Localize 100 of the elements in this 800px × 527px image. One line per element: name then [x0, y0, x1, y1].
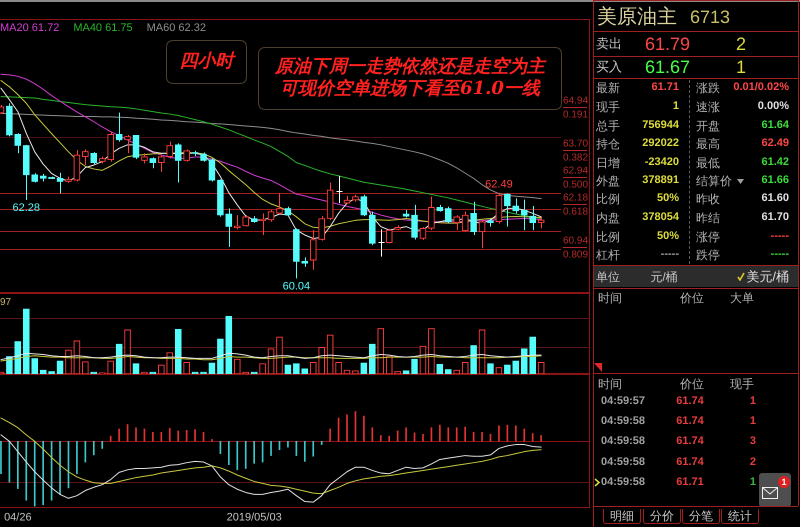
- text: 61.64: [761, 119, 789, 132]
- bar: [512, 360, 520, 374]
- text: 涨停: [696, 230, 720, 244]
- text: 最低: [696, 156, 720, 170]
- text: 杠杆: [596, 248, 620, 262]
- ref-line-label: 64.94: [563, 95, 588, 106]
- text: 持仓: [596, 137, 620, 151]
- text: 昨结: [696, 211, 720, 225]
- text: 3: [750, 435, 756, 448]
- text: 现手: [730, 377, 754, 391]
- text: 1: [750, 395, 756, 408]
- text: 61.67: [645, 56, 690, 78]
- text: MA20 61.72: [0, 22, 60, 34]
- x-tick-label: 04/26: [4, 512, 32, 524]
- text: 开盘: [696, 119, 720, 133]
- text: 日增: [596, 156, 620, 170]
- bar: [208, 362, 216, 374]
- text: 61.70: [761, 211, 789, 224]
- text: 买入: [596, 59, 622, 75]
- candlestick: [538, 216, 544, 229]
- text: 61.74: [676, 456, 704, 469]
- text: 378054: [642, 211, 679, 224]
- bar: [470, 345, 477, 374]
- candlestick: [150, 156, 156, 169]
- candlestick: [529, 205, 536, 231]
- annotation: 0.500: [563, 179, 588, 190]
- candlestick: [428, 196, 435, 231]
- candlestick: [124, 134, 131, 154]
- text: 时间: [598, 291, 622, 305]
- text: 美原油主: [597, 5, 677, 29]
- candlestick: [132, 134, 140, 160]
- text: MA60 62.32: [146, 22, 206, 34]
- text: 61.66: [761, 174, 789, 187]
- annotation: 60.04: [282, 280, 310, 292]
- text: 昨收: [696, 192, 720, 206]
- bar: [31, 358, 38, 374]
- text: 时间: [598, 377, 622, 391]
- candlestick: [478, 219, 486, 249]
- candlestick: [74, 150, 80, 182]
- candlestick: [318, 216, 326, 242]
- text: 明细: [603, 509, 641, 524]
- text: 统计: [721, 509, 759, 524]
- annotation: 0.618: [563, 206, 588, 218]
- annotation: 原油下周一走势依然还是走空为主可现价空单进场下看至61.0一线: [274, 56, 547, 100]
- candlestick: [386, 228, 393, 244]
- bar: [116, 344, 122, 374]
- text: -----: [770, 230, 789, 243]
- candlestick: [226, 208, 232, 248]
- text: -----: [660, 248, 679, 261]
- bar: [14, 341, 22, 374]
- candlestick: [82, 148, 89, 166]
- text: 04:59:57: [601, 395, 646, 408]
- text: 涨跌: [696, 81, 720, 95]
- annotation: 0.382: [563, 152, 588, 164]
- text: 04:59:58: [601, 435, 646, 448]
- candlestick: [520, 199, 528, 231]
- text: 结算价: [696, 174, 732, 188]
- ref-line-label: 62.18: [563, 192, 588, 204]
- text: 1: [672, 100, 679, 113]
- bar: [529, 336, 536, 374]
- text: 378891: [642, 174, 679, 187]
- text: 50%: [656, 192, 679, 205]
- text: 比例: [596, 230, 620, 244]
- candlestick: [336, 175, 343, 204]
- candlestick: [360, 194, 368, 217]
- text: 跌停: [696, 248, 720, 262]
- text: 价位: [680, 377, 704, 391]
- text: 分价: [643, 509, 681, 524]
- candlestick: [166, 141, 174, 159]
- candlestick: [504, 192, 511, 228]
- text: 最高: [696, 137, 720, 151]
- candlestick: [141, 152, 148, 164]
- x-tick-label: 2019/05/03: [226, 512, 282, 524]
- text: 1: [736, 56, 746, 78]
- text: MA40 61.75: [73, 22, 133, 34]
- text: 现手: [596, 100, 620, 114]
- candlestick: [276, 192, 283, 215]
- candlestick: [453, 214, 460, 231]
- text: 61.71: [676, 476, 704, 489]
- bar: [56, 360, 64, 374]
- candlestick: [56, 172, 64, 194]
- bar: [226, 316, 232, 374]
- candlestick: [512, 198, 520, 214]
- text: 美元/桶: [746, 269, 789, 285]
- candlestick: [268, 209, 274, 222]
- text: 卖出: [596, 36, 622, 52]
- candlestick: [158, 154, 165, 172]
- ref-line-label: 60.94: [563, 235, 588, 246]
- text: 62.49: [761, 137, 789, 150]
- text: 61.71: [651, 81, 679, 94]
- candlestick: [378, 228, 385, 258]
- bar: [217, 338, 224, 374]
- text: 50%: [656, 230, 679, 243]
- candlestick: [14, 132, 22, 154]
- candlestick: [183, 148, 190, 162]
- text: 61.42: [761, 156, 789, 169]
- text: 比例: [596, 192, 620, 206]
- candlestick: [310, 230, 317, 270]
- candlestick: [174, 142, 182, 184]
- text: 1: [750, 476, 756, 489]
